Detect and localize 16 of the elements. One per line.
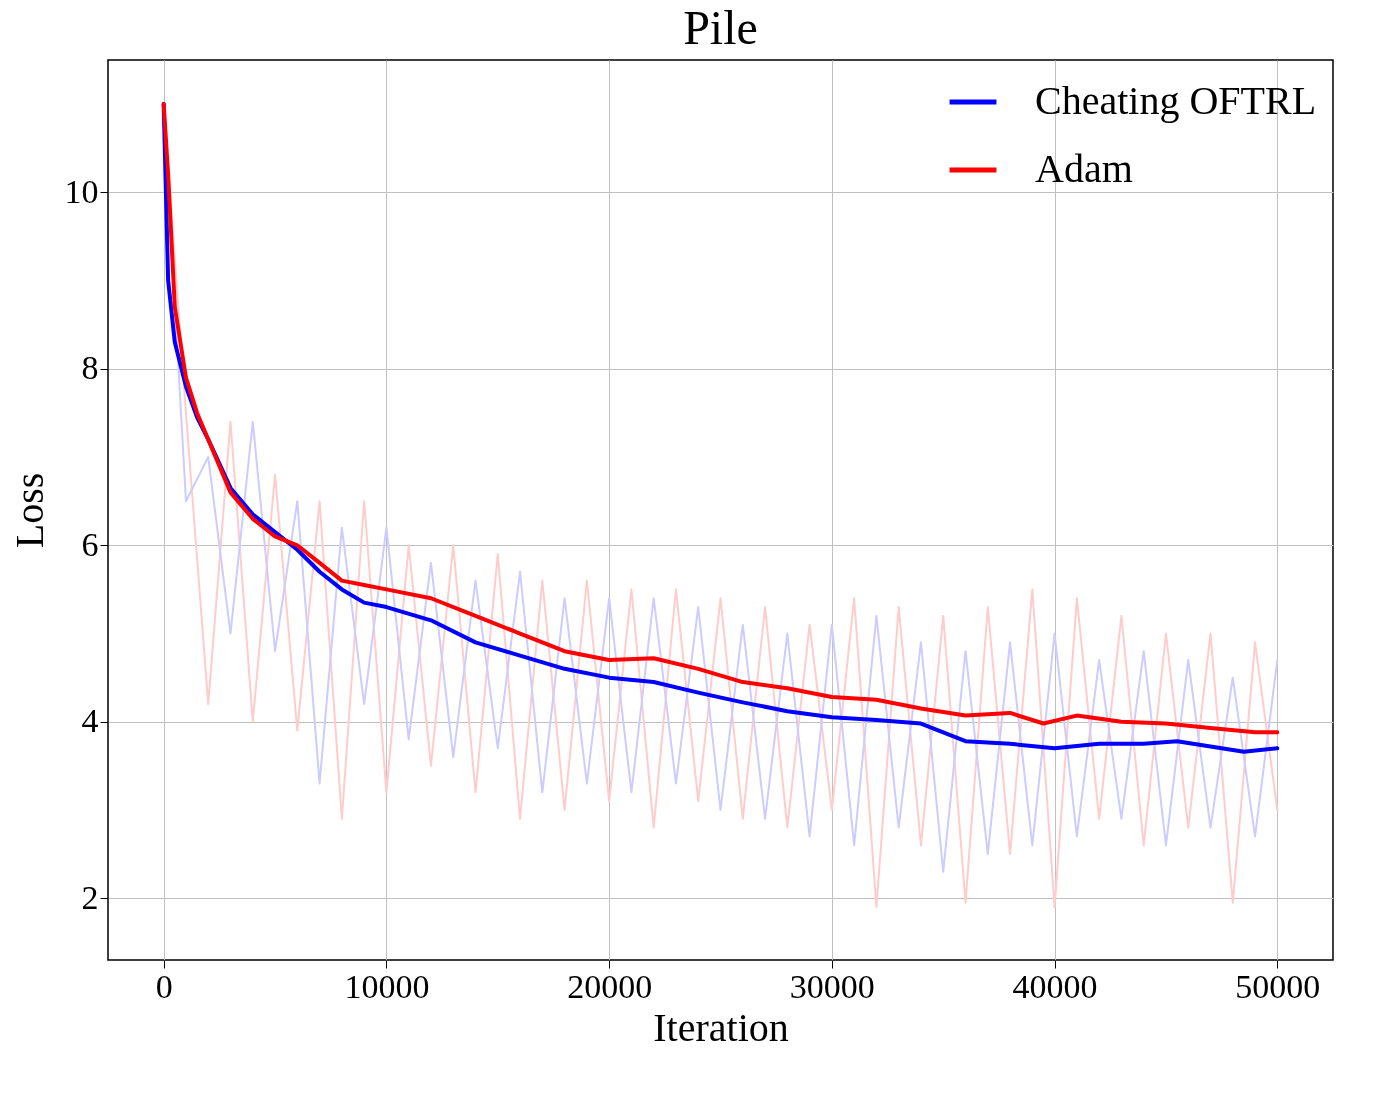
y-tick-label: 10	[64, 172, 99, 210]
y-tick-label: 4	[81, 702, 99, 740]
y-tick-label: 2	[81, 878, 99, 916]
chart-title: Pile	[683, 1, 758, 54]
x-axis-title: Iteration	[653, 1004, 789, 1050]
x-tick-label: 10000	[344, 967, 430, 1005]
x-tick-label: 40000	[1012, 967, 1098, 1005]
x-tick-label: 0	[155, 967, 173, 1005]
y-axis-title: Loss	[6, 472, 52, 549]
y-tick-label: 6	[81, 525, 99, 563]
x-tick-label: 50000	[1235, 967, 1321, 1005]
x-tick-label: 30000	[789, 967, 875, 1005]
legend-label: Cheating OFTRL	[1035, 78, 1317, 123]
y-tick-label: 8	[81, 349, 99, 387]
legend-label: Adam	[1035, 146, 1133, 191]
x-tick-label: 20000	[567, 967, 653, 1005]
